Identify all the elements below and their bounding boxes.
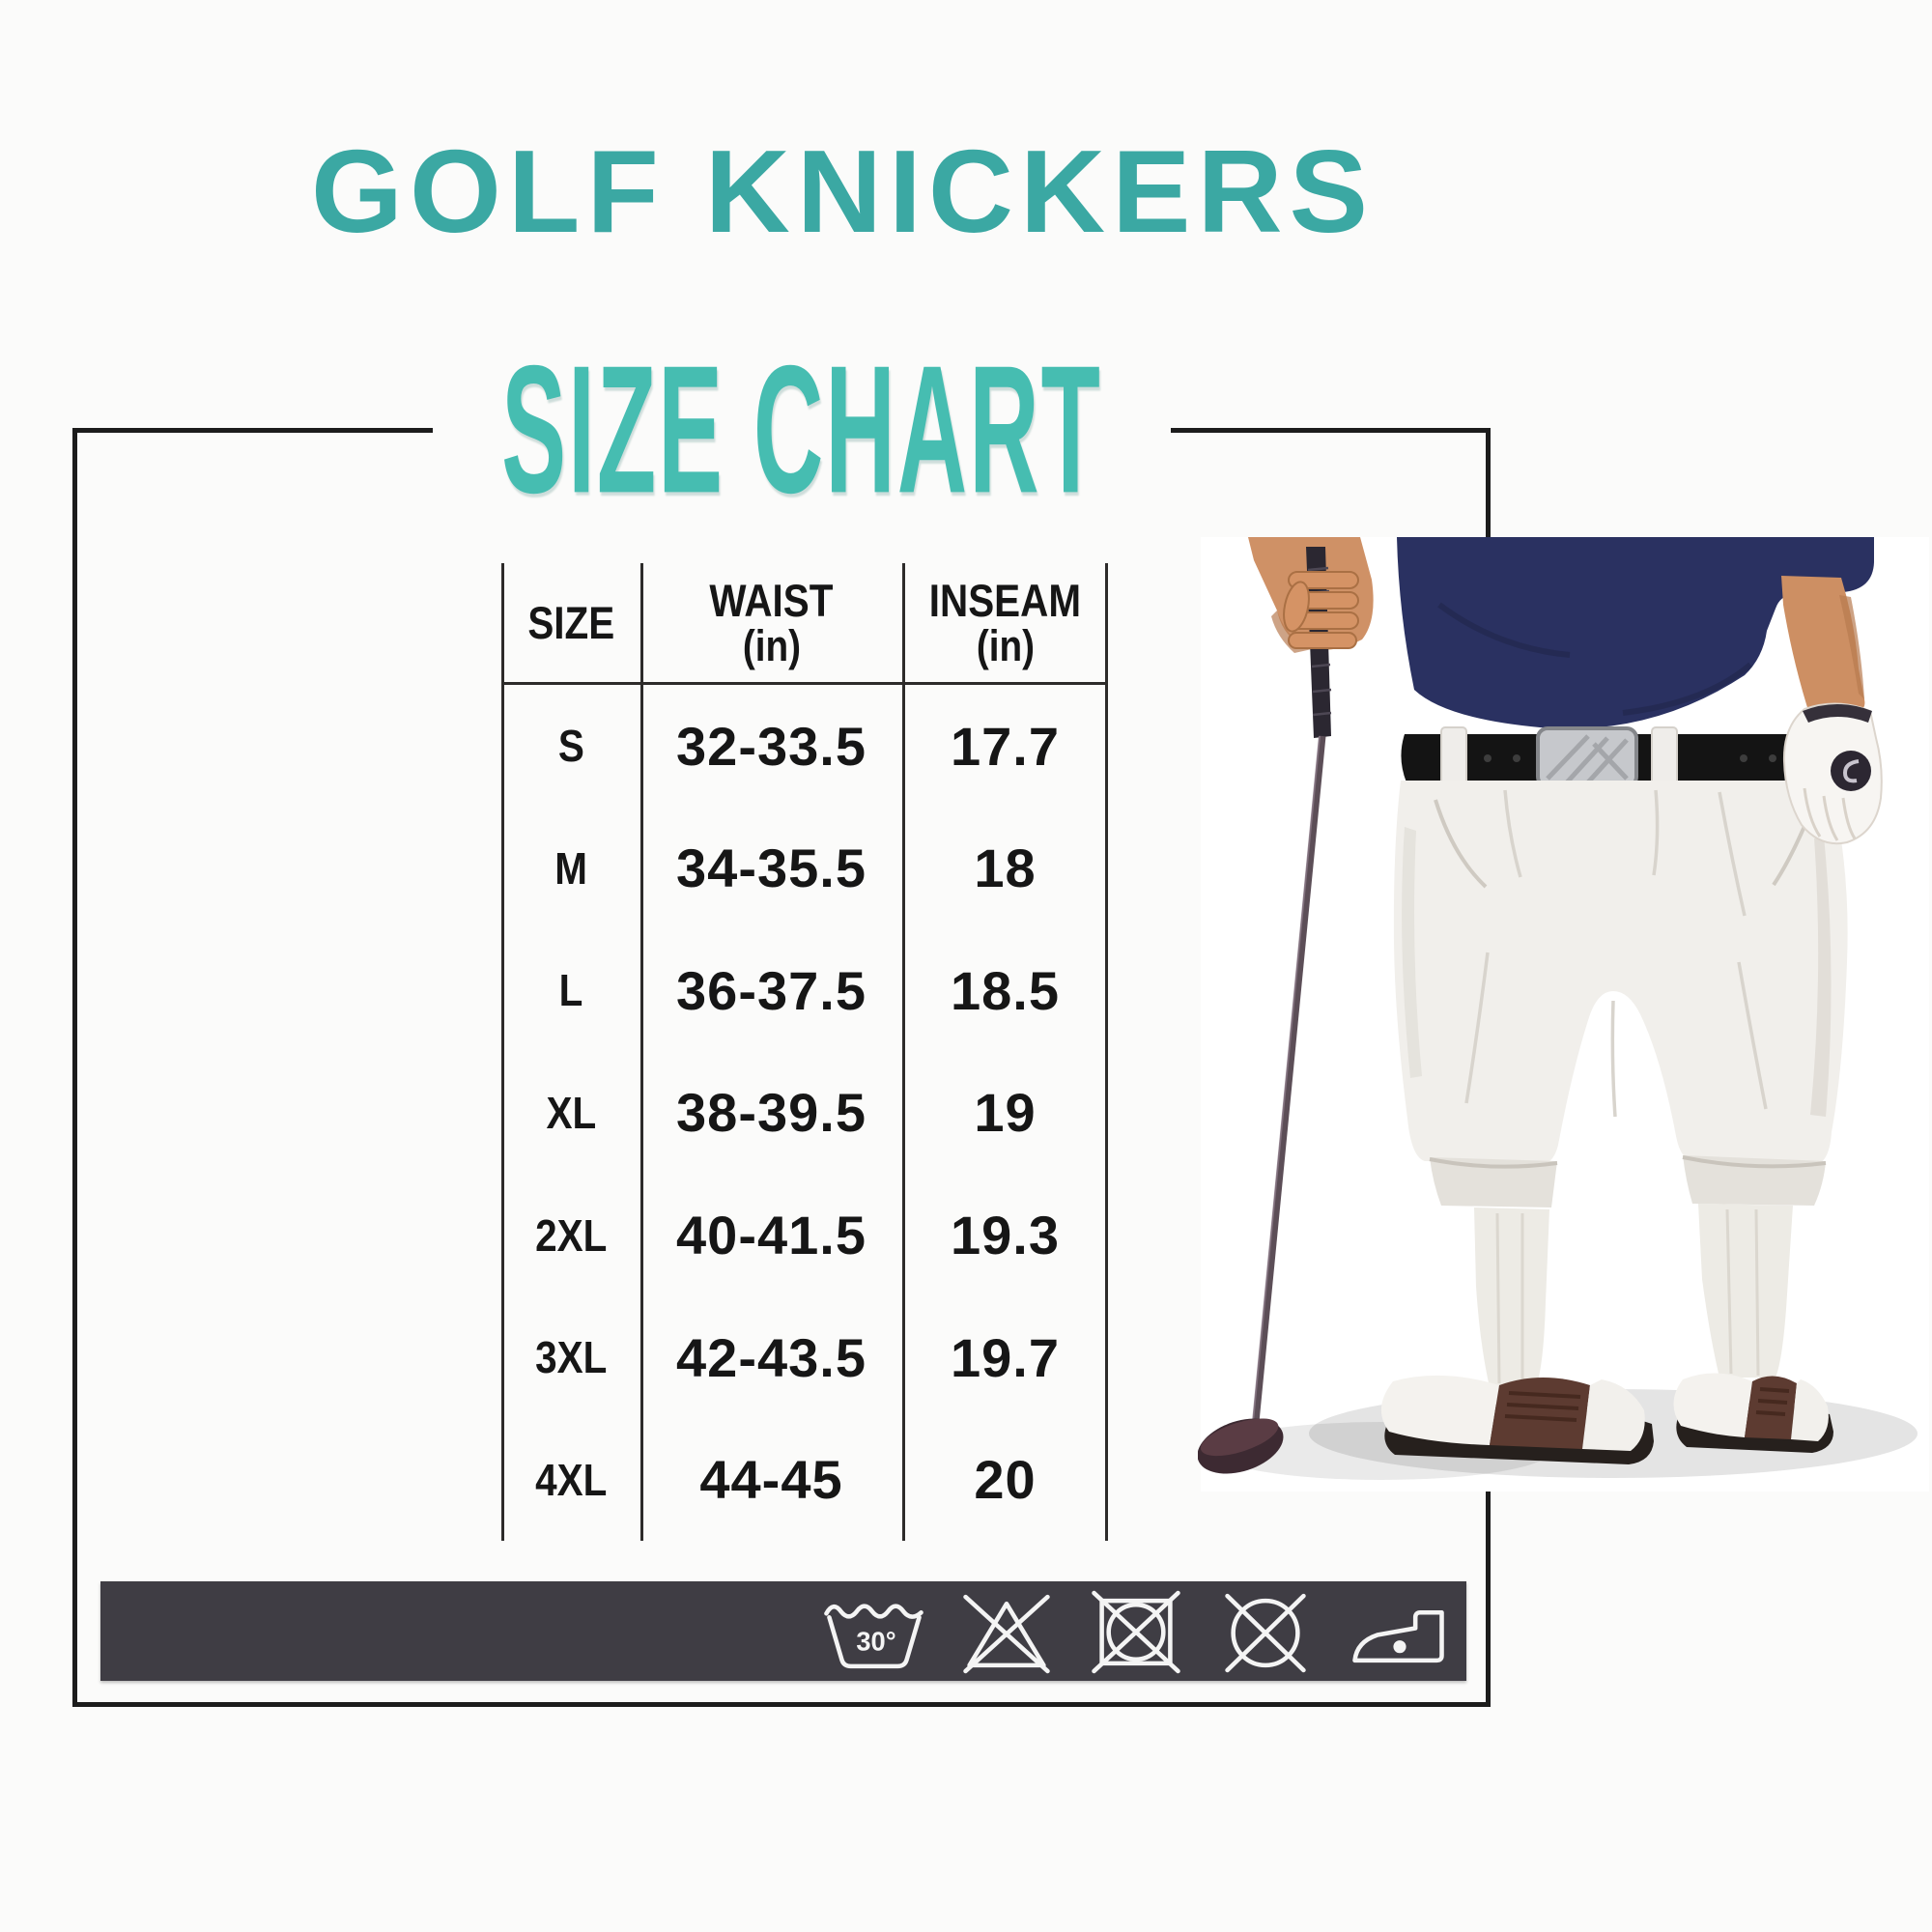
product-photo (1197, 537, 1932, 1495)
table-header-divider (501, 682, 1108, 685)
table-cell-inseam: 19.3 (951, 1205, 1060, 1266)
size-table: SIZE WAIST (in) INSEAM (in) S 32-33.5 17… (501, 563, 1108, 1541)
table-cell-size: 3XL (534, 1332, 608, 1383)
subtitle-wrap: SIZE CHART (433, 327, 1171, 531)
table-line-right (1105, 563, 1108, 1541)
table-body: S 32-33.5 17.7 M 34-35.5 18 L 36-37.5 18… (501, 685, 1108, 1541)
iron-low-heat-icon (1352, 1610, 1444, 1663)
table-cell-waist: 38-39.5 (676, 1082, 867, 1144)
table-cell-waist: 42-43.5 (676, 1326, 867, 1388)
table-header-row: SIZE WAIST (in) INSEAM (in) (501, 563, 1108, 682)
table-cell-inseam: 18.5 (951, 959, 1060, 1021)
do-not-tumble-dry-icon (1092, 1590, 1180, 1674)
column-header-waist: WAIST (in) (709, 574, 834, 670)
page-subtitle: SIZE CHART (501, 327, 1102, 531)
table-cell-inseam: 19.7 (951, 1326, 1060, 1388)
table-cell-waist: 44-45 (699, 1449, 843, 1511)
golfer-illustration (1197, 537, 1929, 1492)
table-cell-size: 2XL (534, 1209, 608, 1261)
table-cell-inseam: 19 (974, 1082, 1037, 1144)
do-not-bleach-icon (963, 1594, 1050, 1674)
table-cell-inseam: 18 (974, 838, 1037, 899)
page-title: GOLF KNICKERS (311, 126, 1375, 257)
table-cell-waist: 32-33.5 (676, 715, 867, 777)
table-cell-inseam: 20 (974, 1449, 1037, 1511)
wash-temperature-label: 30° (856, 1627, 895, 1657)
do-not-dry-clean-icon (1225, 1593, 1306, 1673)
column-header-inseam: INSEAM (in) (928, 574, 1082, 670)
table-cell-inseam: 17.7 (951, 715, 1060, 777)
table-line-col1 (640, 563, 643, 1541)
table-cell-waist: 40-41.5 (676, 1205, 867, 1266)
table-cell-size: S (557, 721, 584, 772)
column-header-size: SIZE (527, 596, 614, 648)
table-cell-size: M (554, 842, 587, 894)
care-icons-row: 30° (817, 1588, 1457, 1674)
table-cell-waist: 36-37.5 (676, 959, 867, 1021)
table-cell-size: L (558, 965, 583, 1016)
table-cell-size: XL (546, 1087, 596, 1138)
care-instructions-bar: 30° (100, 1581, 1466, 1681)
table-line-left (501, 563, 504, 1541)
machine-wash-icon: 30° (824, 1604, 923, 1669)
table-cell-waist: 34-35.5 (676, 838, 867, 899)
table-cell-size: 4XL (534, 1454, 608, 1505)
table-line-col2 (902, 563, 905, 1541)
